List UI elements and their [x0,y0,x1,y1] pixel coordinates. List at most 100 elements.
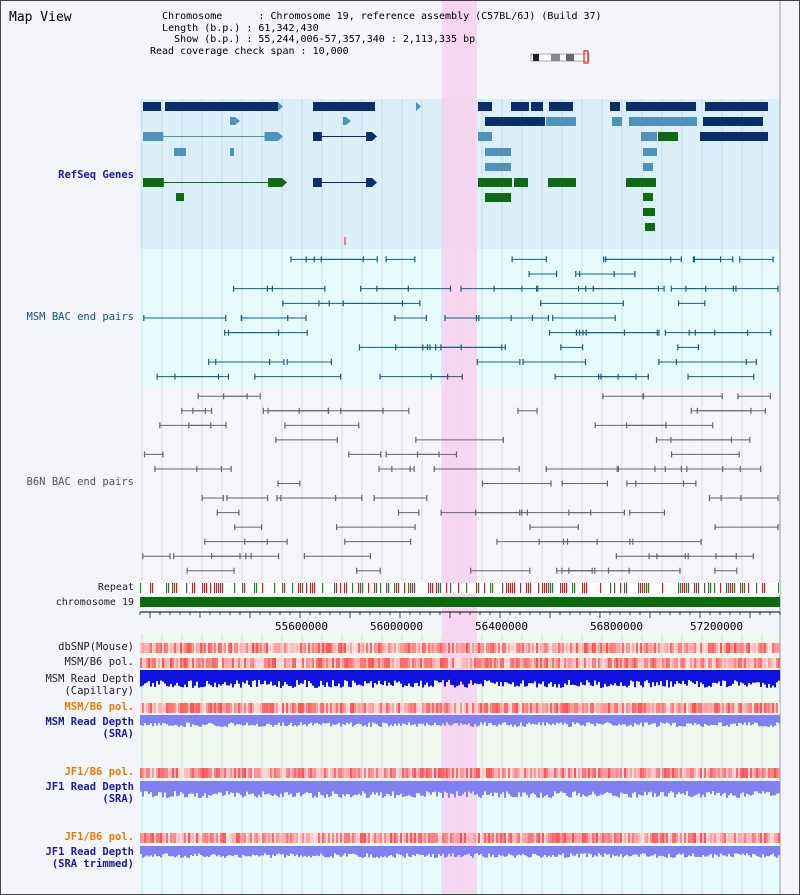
track-label-b6n-bac[interactable]: B6N BAC end pairs [26,476,134,488]
jf1-depth-trim-bar [302,846,304,857]
msm-depth-cap-bar [558,670,560,685]
jf1-depth-trim-bar [440,846,442,857]
jf1-depth-sra-bar [562,781,564,793]
jf1-b6-pol-cell [700,768,702,778]
jf1-b6-pol-cell [698,768,700,778]
gene-strand-arrow [278,102,283,111]
msm-depth-sra-bar [162,715,164,724]
msm-b6-pol-cell [710,658,712,668]
repeat-mark [404,583,406,593]
jf1-b6-pol-2-cell [166,833,168,843]
jf1-depth-trim-bar [270,846,272,858]
msm-depth-sra-bar [286,715,288,727]
track-label-jf1-depth-trim[interactable]: JF1 Read Depth [45,846,134,858]
dbsnp-cell [664,643,666,653]
jf1-depth-trim-bar [582,846,584,854]
track-label-msm-bac[interactable]: MSM BAC end pairs [26,311,134,323]
msm-depth-sra-bar [734,715,736,724]
msm-depth-sra-bar [566,715,568,725]
jf1-b6-pol-cell [324,768,326,778]
msm-depth-cap-bar [570,670,572,685]
msm-b6-pol-cell [318,658,320,668]
repeat-mark [358,583,360,593]
jf1-depth-trim-bar [250,846,252,857]
msm-b6-pol-2-cell [530,703,532,713]
msm-b6-pol-2-cell [706,703,708,713]
jf1-depth-sra-bar [314,781,316,797]
jf1-depth-sra-bar [164,781,166,793]
jf1-depth-trim-bar [290,846,292,854]
jf1-depth-sra-bar [678,781,680,793]
msm-b6-pol-cell [258,658,260,668]
repeat-mark [756,583,758,593]
msm-depth-cap-bar [706,670,708,688]
dbsnp-cell [240,643,242,653]
track-label-msm-b6-pol-2[interactable]: MSM/B6 pol. [64,701,134,713]
msm-depth-sra-bar [142,715,144,726]
jf1-b6-pol-2-cell [208,833,210,843]
dbsnp-cell [680,643,682,653]
jf1-depth-trim-bar [396,846,398,854]
msm-depth-sra-bar [408,715,410,723]
msm-depth-cap-bar [658,670,660,686]
track-label-msm-depth-sra[interactable]: MSM Read Depth [45,716,134,728]
jf1-b6-pol-cell [192,768,194,778]
msm-depth-cap-bar [268,670,270,685]
jf1-depth-trim-bar [452,846,454,854]
msm-depth-cap-bar [414,670,416,684]
msm-depth-sra-bar [720,715,722,723]
msm-b6-pol-2-cell [582,703,584,713]
dbsnp-cell [488,643,490,653]
msm-b6-pol-2-cell [498,703,500,713]
msm-b6-pol-2-cell [318,703,320,713]
jf1-b6-pol-2-cell [306,833,308,843]
msm-depth-sra-bar [392,715,394,727]
jf1-depth-sra-bar [436,781,438,797]
dbsnp-cell [216,643,218,653]
msm-b6-pol-2-cell [270,703,272,713]
track-label-jf1-depth-trim-sub: (SRA trimmed) [51,858,134,870]
jf1-depth-sra-bar [194,781,196,797]
jf1-b6-pol-2-cell [168,833,170,843]
track-label-msm-depth-cap[interactable]: MSM Read Depth [45,673,134,685]
msm-b6-pol-2-cell [254,703,256,713]
track-label-refseq[interactable]: RefSeq Genes [58,169,134,181]
msm-depth-cap-bar [438,670,440,683]
dbsnp-cell [384,643,386,653]
jf1-b6-pol-2-cell [596,833,598,843]
dbsnp-cell [690,643,692,653]
jf1-depth-sra-bar [438,781,440,793]
msm-depth-cap-bar [192,670,194,688]
track-label-jf1-depth-sra[interactable]: JF1 Read Depth [45,781,134,793]
dbsnp-cell [258,643,260,653]
track-label-dbsnp[interactable]: dbSNP(Mouse) [58,641,134,653]
jf1-depth-trim-bar [306,846,308,857]
msm-depth-cap-bar [266,670,268,685]
track-label-jf1-b6-pol-2[interactable]: JF1/B6 pol. [64,831,134,843]
jf1-depth-sra-bar [746,781,748,794]
msm-b6-pol-cell [150,658,152,668]
msm-b6-pol-cell [316,658,318,668]
repeat-mark [662,583,664,593]
info-block: Chromosome : Chromosome 19, reference as… [150,11,602,57]
msm-depth-cap-bar [522,670,524,681]
jf1-b6-pol-2-cell [298,833,300,843]
track-label-msm-b6-pol[interactable]: MSM/B6 pol. [64,656,134,668]
jf1-b6-pol-cell [212,768,214,778]
track-label-repeat[interactable]: Repeat [97,582,134,593]
repeat-mark [440,583,442,593]
track-label-chromosome[interactable]: chromosome 19 [55,597,134,608]
dbsnp-cell [472,643,474,653]
dbsnp-cell [700,643,702,653]
msm-b6-pol-cell [430,658,432,668]
jf1-b6-pol-cell [404,768,406,778]
msm-depth-sra-bar [642,715,644,727]
msm-depth-cap-bar [756,670,758,683]
dbsnp-cell [500,643,502,653]
jf1-depth-trim-bar [536,846,538,856]
msm-depth-sra-bar [696,715,698,725]
msm-depth-sra-bar [344,715,346,725]
track-label-jf1-b6-pol[interactable]: JF1/B6 pol. [64,766,134,778]
jf1-depth-sra-bar [444,781,446,792]
